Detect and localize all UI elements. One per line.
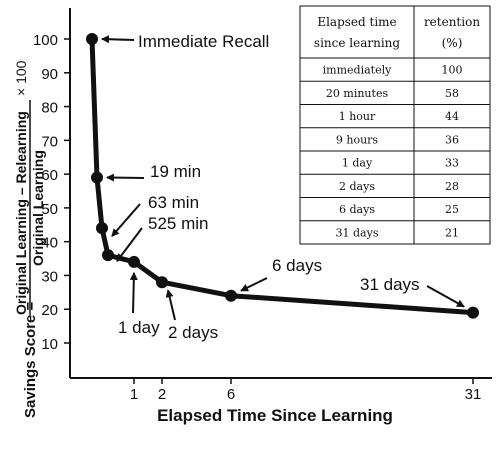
table-cell-retention: 25 — [445, 203, 459, 216]
y-tick-label: 40 — [41, 235, 58, 252]
y-tick-label: 30 — [41, 268, 58, 285]
annotation-arrow — [426, 285, 465, 308]
y-tick-label: 100 — [33, 32, 58, 49]
annotation-label: 2 days — [168, 323, 218, 342]
y-tick-label: 80 — [41, 100, 58, 117]
y-tick-label: 10 — [41, 336, 58, 353]
table-body: immediately 100 20 minutes 58 1 hour 44 9 hour… — [300, 64, 490, 239]
annotation-arrow — [106, 173, 145, 182]
table-cell-time: immediately — [323, 64, 392, 77]
annotation-arrow — [111, 203, 141, 237]
x-axis-ticks: 1 2 6 31 — [130, 378, 482, 403]
table-header-retention-line1: retention — [424, 15, 480, 29]
annotations: Immediate Recall 19 min 63 min 525 min 1 day… — [101, 32, 465, 342]
annotation-label: Immediate Recall — [138, 32, 269, 51]
y-tick-label: 60 — [41, 167, 58, 184]
data-point — [467, 306, 479, 319]
table-cell-time: 1 hour — [339, 110, 376, 123]
data-point — [96, 222, 108, 235]
y-axis-label: Savings Score = Original Learning – Rele… — [13, 60, 46, 418]
table-cell-time: 31 days — [336, 226, 379, 239]
table-cell-time: 6 days — [339, 203, 375, 216]
y-tick-label: 90 — [41, 66, 58, 83]
table-border — [299, 5, 491, 245]
table-cell-retention: 58 — [445, 87, 459, 100]
data-point — [156, 276, 168, 289]
table-header-time-line1: Elapsed time — [317, 15, 396, 29]
data-point — [128, 255, 140, 268]
y-axis-ticks: 10 20 30 40 50 60 70 80 90 100 — [33, 32, 70, 353]
table-header-retention-line2: (%) — [442, 36, 463, 50]
table-header-time-line2: since learning — [314, 36, 400, 50]
data-point — [102, 249, 114, 262]
table-cell-time: 9 hours — [336, 133, 379, 146]
y-axis-label-multiplier: × 100 — [13, 60, 29, 96]
axes — [69, 8, 492, 379]
data-points — [86, 33, 479, 319]
table-cell-retention: 100 — [442, 64, 463, 77]
y-tick-label: 20 — [41, 302, 58, 319]
table-cell-time: 20 minutes — [326, 87, 389, 100]
annotation-arrow — [101, 35, 135, 44]
annotation-label: 31 days — [360, 275, 420, 294]
y-axis-label-prefix: Savings Score = — [22, 301, 39, 418]
table-cell-retention: 28 — [445, 180, 459, 193]
annotation-arrow — [129, 271, 138, 314]
table-cell-retention: 21 — [445, 226, 459, 239]
y-tick-label: 70 — [41, 133, 58, 150]
data-point — [225, 289, 237, 302]
annotation-arrow — [165, 289, 176, 321]
annotation-label: 6 days — [272, 256, 322, 275]
table-cell-retention: 33 — [445, 157, 459, 170]
x-tick-label: 31 — [465, 386, 482, 403]
annotation-label: 525 min — [148, 214, 208, 233]
table-cell-retention: 44 — [445, 110, 459, 123]
annotation-label: 63 min — [148, 193, 199, 212]
data-point — [91, 171, 103, 184]
data-point — [86, 33, 98, 45]
y-axis-label-denominator: Original Learning — [30, 150, 46, 266]
annotation-label: 1 day — [118, 318, 160, 337]
table-cell-time: 1 day — [342, 157, 373, 170]
annotation-arrow — [116, 227, 143, 262]
x-tick-label: 6 — [227, 386, 235, 403]
annotation-arrow — [240, 277, 268, 292]
y-axis-label-numerator: Original Learning – Relearning — [13, 111, 29, 315]
retention-table: Elapsed time since learning retention (%… — [299, 5, 491, 245]
x-axis-label: Elapsed Time Since Learning — [157, 406, 393, 425]
annotation-label: 19 min — [150, 162, 201, 181]
x-tick-label: 2 — [158, 386, 166, 403]
y-tick-label: 50 — [41, 201, 58, 218]
table-cell-retention: 36 — [445, 133, 459, 146]
x-tick-label: 1 — [130, 386, 138, 403]
table-cell-time: 2 days — [339, 180, 375, 193]
